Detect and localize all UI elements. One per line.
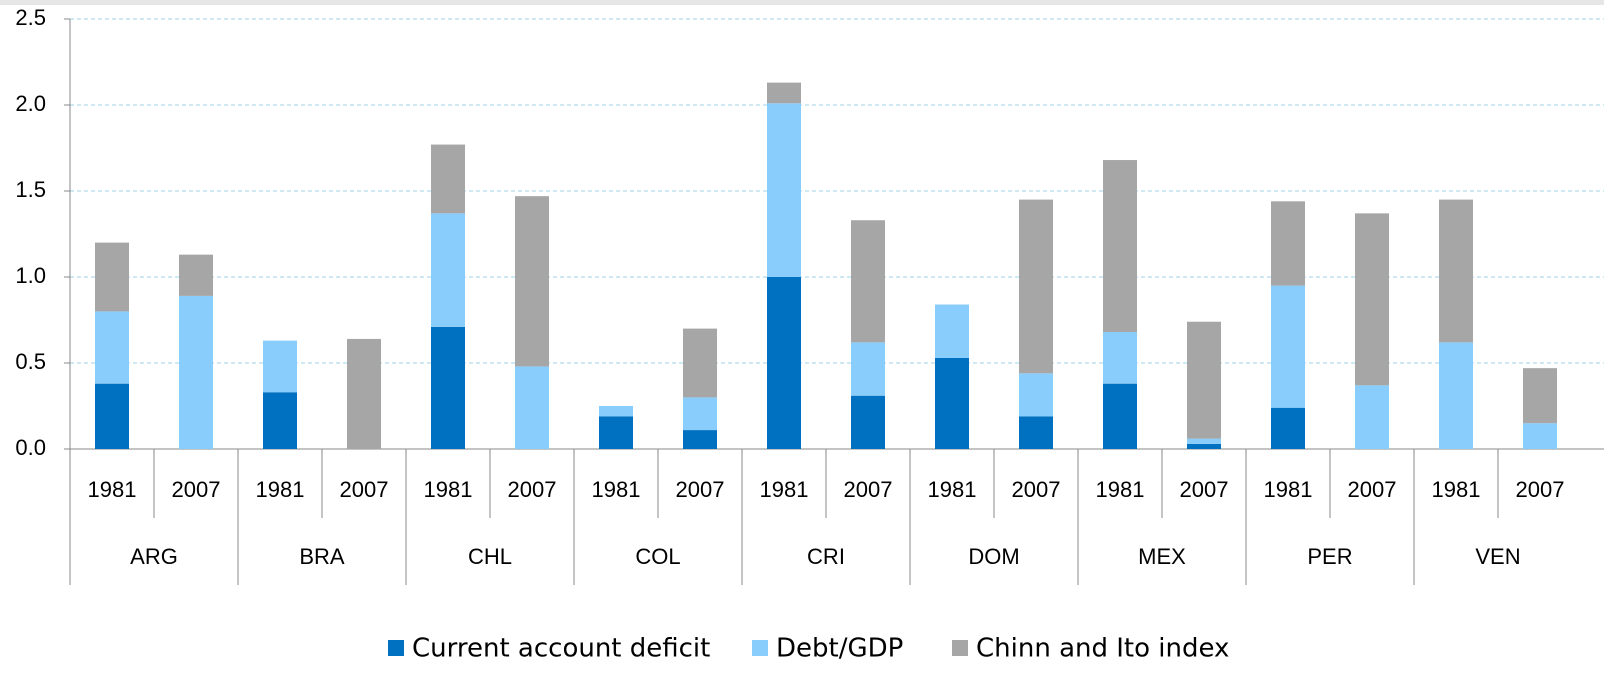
legend-swatch (952, 640, 968, 656)
bar-segment (683, 430, 717, 449)
bar-segment (1103, 383, 1137, 449)
bar-segment (515, 196, 549, 367)
x-tick-label: 1981 (256, 477, 305, 502)
bar-segment (1187, 321, 1221, 439)
bar-segment (1271, 285, 1305, 408)
bar-segment (683, 397, 717, 431)
x-tick-label: 1981 (760, 477, 809, 502)
legend-swatch (752, 640, 768, 656)
y-tick-label: 1.0 (15, 263, 46, 288)
bar-segment (347, 338, 381, 449)
bar-segment (1523, 423, 1557, 449)
bar-segment (851, 220, 885, 343)
group-label: MEX (1138, 544, 1186, 569)
y-tick-label: 2.5 (15, 5, 46, 30)
x-tick-label: 1981 (1432, 477, 1481, 502)
group-label: VEN (1475, 544, 1520, 569)
top-strip (0, 0, 1604, 5)
bar-segment (1019, 199, 1053, 374)
group-label: COL (635, 544, 680, 569)
bar-segment (935, 304, 969, 358)
x-tick-label: 1981 (88, 477, 137, 502)
bar-segment (431, 326, 465, 449)
x-tick-label: 2007 (1180, 477, 1229, 502)
bar-segment (1187, 443, 1221, 449)
bar-segment (767, 277, 801, 449)
bar-segment (1271, 201, 1305, 286)
bar-segment (515, 366, 549, 449)
bar-segment (179, 254, 213, 296)
x-tick-label: 2007 (508, 477, 557, 502)
bar-segment (1187, 438, 1221, 444)
group-label: PER (1307, 544, 1352, 569)
group-label: ARG (130, 544, 178, 569)
bar-segment (1019, 416, 1053, 449)
bar-segment (1439, 342, 1473, 449)
bar-segment (431, 144, 465, 214)
bar-segment (1271, 407, 1305, 449)
x-tick-label: 2007 (844, 477, 893, 502)
bar-segment (767, 103, 801, 277)
x-tick-label: 1981 (592, 477, 641, 502)
bar-segment (431, 213, 465, 327)
bar-segment (179, 295, 213, 449)
x-tick-label: 1981 (1096, 477, 1145, 502)
y-tick-label: 1.5 (15, 177, 46, 202)
bar-segment (851, 342, 885, 396)
bar-segment (263, 392, 297, 449)
bar-segment (95, 383, 129, 449)
bar-segment (1103, 160, 1137, 333)
bar-segment (1103, 332, 1137, 384)
group-label: CHL (468, 544, 512, 569)
bar-segment (683, 328, 717, 398)
bar-segment (95, 242, 129, 312)
bar-segment (767, 82, 801, 104)
bar-segment (851, 395, 885, 449)
bar-segment (935, 357, 969, 449)
bar-segment (95, 311, 129, 384)
x-tick-label: 2007 (1348, 477, 1397, 502)
x-tick-label: 1981 (1264, 477, 1313, 502)
bar-segment (1355, 213, 1389, 386)
bar-segment (1019, 373, 1053, 417)
group-label: CRI (807, 544, 845, 569)
legend-swatch (388, 640, 404, 656)
x-tick-label: 2007 (1516, 477, 1565, 502)
x-tick-label: 1981 (424, 477, 473, 502)
group-label: DOM (968, 544, 1019, 569)
bar-segment (599, 416, 633, 449)
y-tick-label: 0.5 (15, 349, 46, 374)
bar-segment (1439, 199, 1473, 343)
y-tick-label: 2.0 (15, 91, 46, 116)
y-tick-label: 0.0 (15, 435, 46, 460)
bar-segment (1355, 385, 1389, 449)
bar-segment (1523, 368, 1557, 424)
x-tick-label: 2007 (676, 477, 725, 502)
legend-label: Current account deficit (412, 634, 710, 664)
legend-label: Debt/GDP (776, 634, 903, 664)
bar-segment (263, 340, 297, 393)
x-tick-label: 2007 (172, 477, 221, 502)
x-tick-label: 2007 (340, 477, 389, 502)
x-tick-label: 2007 (1012, 477, 1061, 502)
group-label: BRA (299, 544, 345, 569)
x-tick-label: 1981 (928, 477, 977, 502)
bar-segment (599, 406, 633, 417)
legend-label: Chinn and Ito index (976, 634, 1229, 664)
